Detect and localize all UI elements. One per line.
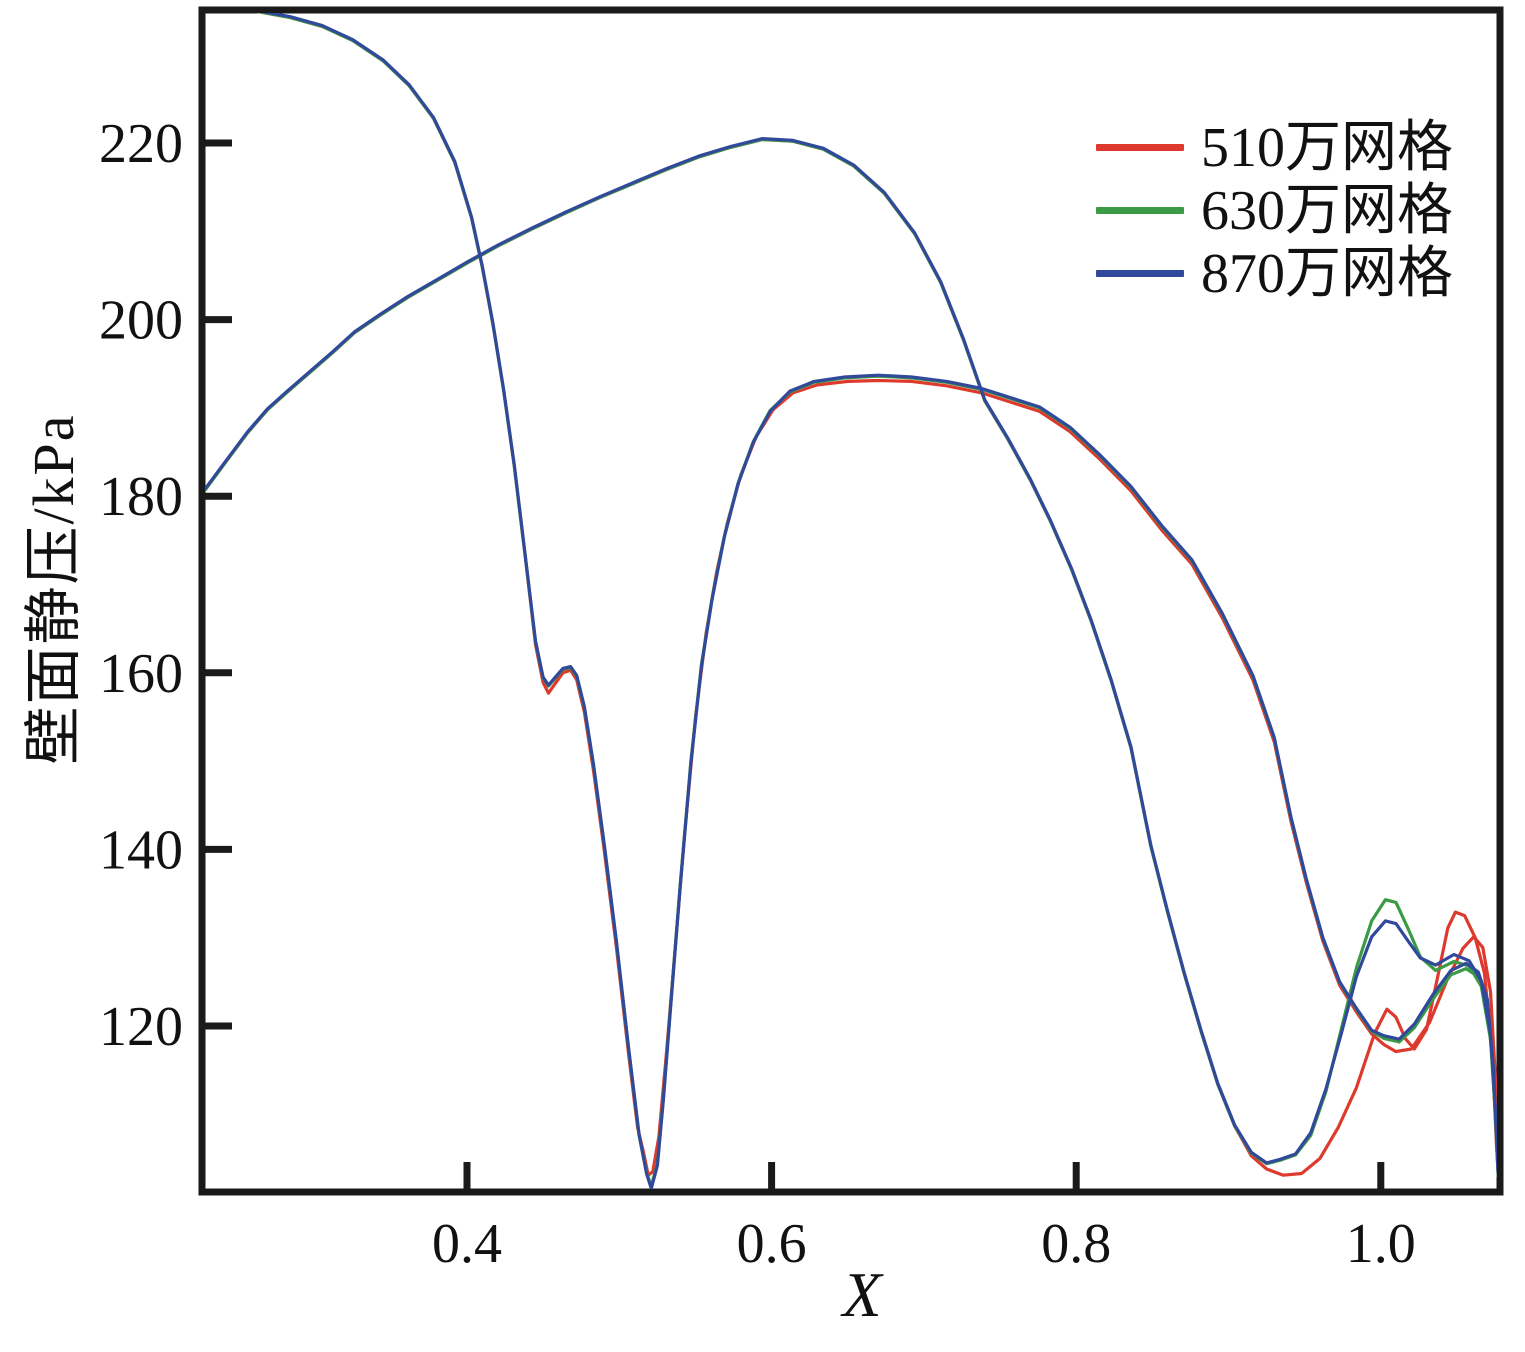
- legend-line-swatch-green: [1096, 207, 1184, 214]
- plot-border: [198, 6, 1504, 1196]
- y-tick-label: 220: [99, 113, 183, 175]
- x-tick-label: 1.0: [1346, 1213, 1416, 1275]
- legend-item-510: 510万网格: [1096, 116, 1453, 179]
- x-tick-label: 0.8: [1041, 1213, 1111, 1275]
- legend-label-870: 870万网格: [1201, 242, 1453, 305]
- y-tick-label: 160: [99, 643, 183, 705]
- legend-label-630: 630万网格: [1201, 179, 1453, 242]
- y-tick-label: 120: [99, 996, 183, 1058]
- axis-tick-labels: 0.4 0.6 0.8 1.0 120 140 160 180 200 220: [99, 113, 1416, 1275]
- y-tick-label: 200: [99, 290, 183, 352]
- legend-line-swatch-red: [1096, 144, 1184, 151]
- legend-line-swatch-blue: [1096, 270, 1184, 277]
- data-curves: [205, 13, 1497, 1189]
- x-axis-title: X: [842, 1259, 882, 1330]
- legend-item-870: 870万网格: [1096, 242, 1453, 305]
- y-tick-label: 140: [99, 819, 183, 881]
- legend-item-630: 630万网格: [1096, 179, 1453, 242]
- x-tick-label: 0.4: [432, 1213, 502, 1275]
- legend-label-510: 510万网格: [1201, 116, 1453, 179]
- curve-suction-870万网格: [261, 13, 1497, 1189]
- y-tick-label: 180: [99, 466, 183, 528]
- x-tick-label: 0.6: [737, 1213, 807, 1275]
- curve-pressure-870万网格: [205, 137, 1497, 1170]
- y-axis-title: 壁面静压/kPa: [21, 413, 86, 765]
- legend: 510万网格 630万网格 870万网格: [1096, 116, 1453, 305]
- axis-ticks: [205, 139, 1385, 1189]
